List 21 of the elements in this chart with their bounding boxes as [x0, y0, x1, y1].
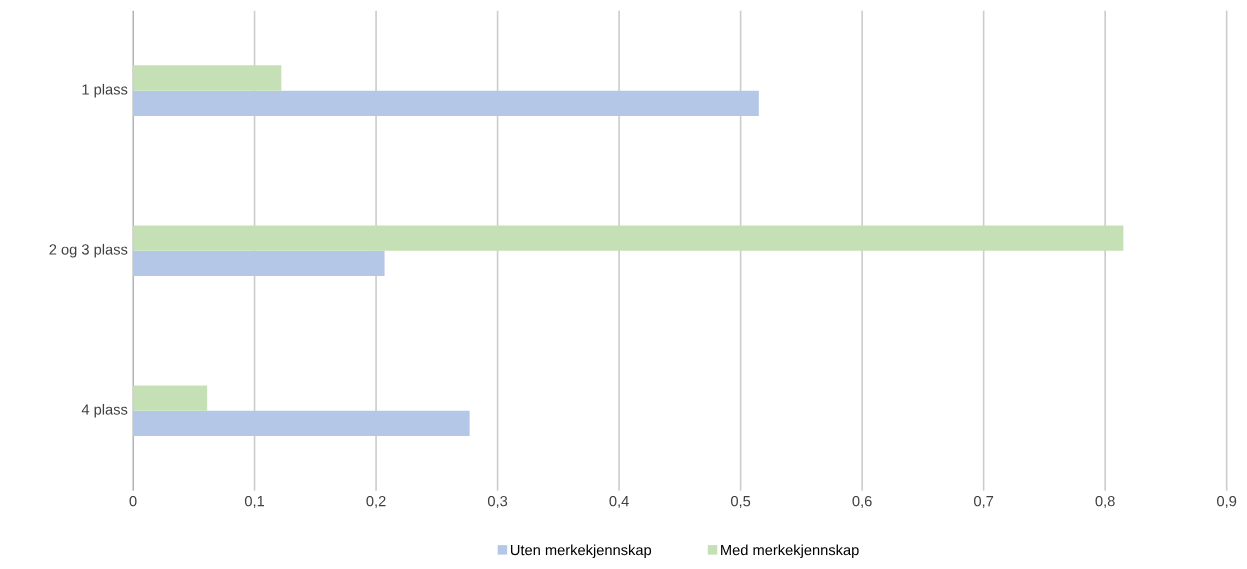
- x-tick-label: 0,3: [487, 495, 508, 508]
- x-tick-label: 0,4: [609, 495, 629, 508]
- bar: [133, 90, 759, 116]
- bar: [133, 250, 385, 276]
- bar: [133, 65, 282, 91]
- bar: [133, 225, 1124, 251]
- legend-label: Med merkekjennskap: [721, 544, 859, 558]
- x-tick-label: 0: [129, 495, 137, 507]
- x-tick-label: 0,7: [974, 495, 994, 508]
- bar: [133, 385, 208, 411]
- x-tick-label: 0,6: [852, 495, 872, 508]
- legend-label: Uten merkekjennskap: [510, 544, 652, 558]
- y-tick-label: 1 plass: [82, 83, 128, 98]
- x-tick-label: 0,5: [730, 495, 751, 508]
- x-tick-label: 0,9: [1217, 495, 1237, 508]
- y-tick-label: 2 og 3 plass: [49, 243, 128, 258]
- x-tick-label: 0,8: [1095, 495, 1115, 508]
- bar: [133, 410, 470, 436]
- y-tick-label: 4 plass: [81, 403, 128, 418]
- x-tick-label: 0,2: [366, 495, 386, 508]
- x-tick-label: 0,1: [244, 495, 265, 508]
